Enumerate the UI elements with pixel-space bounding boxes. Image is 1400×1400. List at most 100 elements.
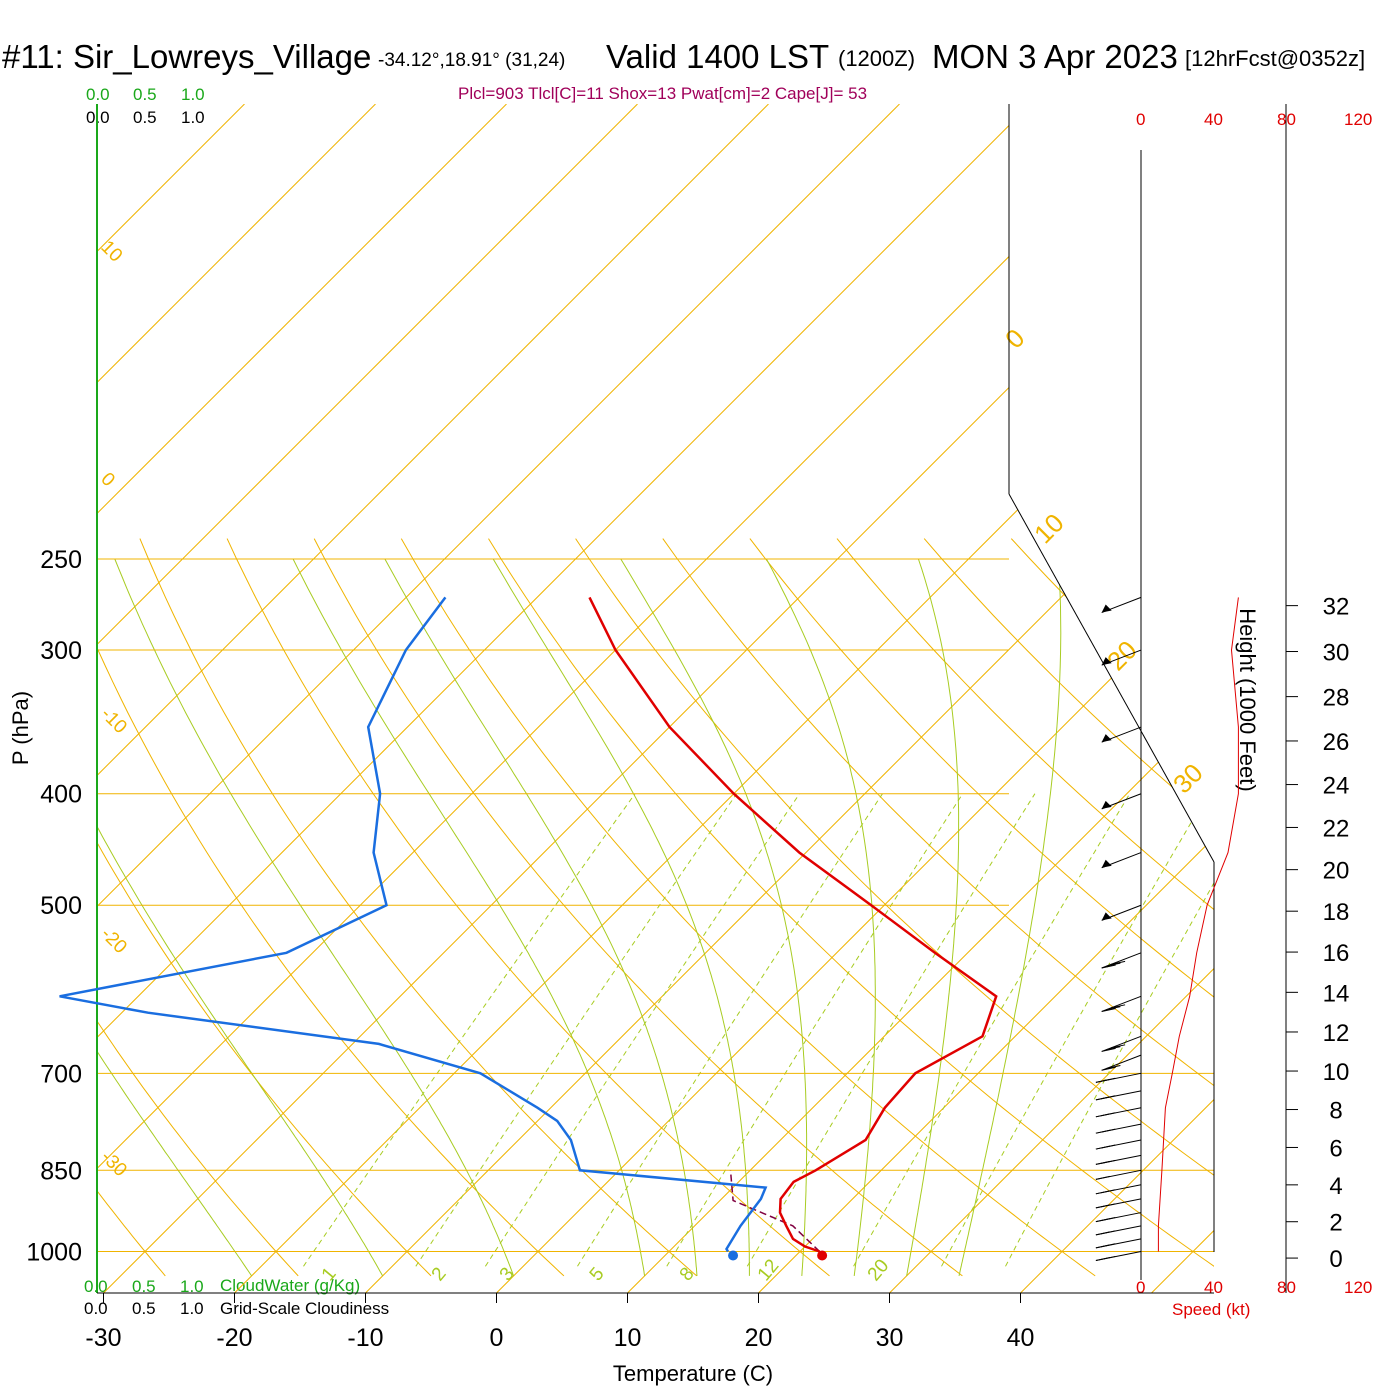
wind-barb xyxy=(1101,793,1142,810)
speed-tick-bottom: 0 xyxy=(1136,1278,1145,1297)
wind-speed-line xyxy=(1157,597,1239,1252)
barb-pennant xyxy=(1101,657,1112,666)
barb-feather xyxy=(1101,1217,1116,1221)
barb-feather xyxy=(1101,1189,1116,1194)
dry-adiabat xyxy=(488,538,1214,1277)
barb-pennant xyxy=(1101,859,1112,868)
dry-adiabat xyxy=(97,538,166,1277)
barb-feather xyxy=(1101,1095,1116,1100)
cloudiness-tick: 0.5 xyxy=(132,1299,156,1318)
wind-speed-axis: 0 40 80 120 0 40 80 120 Speed (kt) xyxy=(1136,110,1372,1319)
parcel-line xyxy=(729,1170,821,1253)
x-tick-label: -10 xyxy=(347,1324,383,1352)
isotherm-line xyxy=(97,104,1162,1293)
cloudiness-label: Grid-Scale Cloudiness xyxy=(220,1299,389,1318)
isotherm-line xyxy=(97,104,245,1293)
dry-adiabat xyxy=(97,538,565,1277)
isotherm-line xyxy=(496,104,1214,1293)
y-axis-label: P (hPa) xyxy=(8,691,33,765)
wind-barb xyxy=(1095,1225,1142,1236)
profiles xyxy=(59,596,998,1261)
dry-adiabat xyxy=(749,538,1214,1277)
moist-adiabat xyxy=(906,558,960,1277)
height-tick-label: 4 xyxy=(1329,1173,1342,1200)
dry-adiabat xyxy=(1360,539,1400,1276)
isotherm-line xyxy=(97,104,638,1293)
cloudwater-tick: 0.5 xyxy=(132,1277,156,1296)
mixing-ratio-label: 20 xyxy=(864,1256,894,1286)
x-tick-label: 40 xyxy=(1007,1324,1035,1352)
barb-feather xyxy=(1106,962,1121,967)
speed-tick-top: 0 xyxy=(1136,110,1145,129)
dry-adiabat xyxy=(662,538,1214,1277)
dry-adiabat xyxy=(400,538,1096,1277)
barb-feather xyxy=(1101,1230,1116,1235)
cloudiness-tick: 0.5 xyxy=(133,108,157,127)
barb-feather xyxy=(1101,1159,1116,1164)
forecast-label: [12hrFcst@0352z] xyxy=(1185,46,1365,71)
height-tick-label: 22 xyxy=(1323,815,1350,842)
isotherm-line xyxy=(889,104,1214,1293)
barb-feather xyxy=(1106,1006,1121,1011)
barb-feather xyxy=(1101,1007,1116,1012)
height-tick-label: 6 xyxy=(1329,1135,1342,1162)
wind-barb xyxy=(1101,995,1142,1012)
height-tick-label: 20 xyxy=(1323,858,1350,885)
dry-adiabat xyxy=(836,538,1214,1277)
barb-feather xyxy=(1111,1044,1126,1049)
isotherm-line xyxy=(97,104,376,1293)
moist-adiabat xyxy=(97,558,384,1277)
x-tick-label: 0 xyxy=(490,1324,504,1352)
isotherm-label: 0 xyxy=(999,323,1030,354)
wind-barb xyxy=(1095,1090,1142,1101)
speed-tick-top: 120 xyxy=(1344,110,1372,129)
mixing-ratio-line xyxy=(853,793,1131,1267)
barb-feather xyxy=(1101,964,1116,969)
moist-adiabat xyxy=(958,558,1062,1277)
height-tick-label: 12 xyxy=(1323,1020,1350,1047)
wind-barb xyxy=(1101,726,1142,743)
valid-date: MON 3 Apr 2023 xyxy=(932,38,1178,75)
moist-adiabat xyxy=(492,558,750,1276)
mixing-ratio-line xyxy=(415,793,738,1267)
wind-barb xyxy=(1101,1054,1142,1071)
moist-adiabat xyxy=(114,558,515,1277)
height-tick-label: 2 xyxy=(1329,1210,1342,1237)
speed-label: Speed (kt) xyxy=(1172,1300,1250,1319)
speed-tick-bottom: 120 xyxy=(1344,1278,1372,1297)
x-tick-label: 10 xyxy=(614,1324,642,1352)
height-tick-label: 32 xyxy=(1323,594,1350,621)
cloudiness-tick: 1.0 xyxy=(181,108,205,127)
x-tick-label: -30 xyxy=(85,1324,121,1352)
zulu-time: (1200Z) xyxy=(838,46,915,71)
wind-barb xyxy=(1095,1107,1142,1118)
header: #11: Sir_Lowreys_Village -34.12°,18.91° … xyxy=(2,38,1365,103)
right-frame-diag xyxy=(1008,493,1215,863)
isotherm-label: 30 xyxy=(1167,758,1209,800)
surface-temperature-dot xyxy=(817,1250,828,1261)
x-tick-label: 20 xyxy=(745,1324,773,1352)
height-tick-label: 14 xyxy=(1323,980,1350,1007)
mixing-ratio-line xyxy=(941,793,1209,1267)
dry-adiabat xyxy=(97,538,299,1277)
cloudwater-tick: 1.0 xyxy=(180,1277,204,1296)
wind-barb xyxy=(1101,904,1142,921)
barb-feather xyxy=(1101,1203,1116,1208)
wind-barb xyxy=(1095,1198,1142,1209)
moist-adiabat xyxy=(765,558,876,1276)
isotherm-line xyxy=(97,104,507,1293)
moist-adiabat xyxy=(97,558,253,1277)
plot-area xyxy=(97,104,1400,1293)
p-tick-label: 500 xyxy=(40,892,82,920)
wind-barb xyxy=(1095,1212,1142,1223)
isotherm-line xyxy=(365,104,1214,1293)
wind-panel xyxy=(1095,150,1239,1280)
barb-feather xyxy=(1101,1243,1116,1248)
valid-time: Valid 1400 LST xyxy=(606,38,829,75)
barb-pennant xyxy=(1101,912,1112,921)
barb-pennant xyxy=(1101,734,1112,743)
wind-barb xyxy=(1101,1035,1142,1052)
barb-feather xyxy=(1095,1175,1110,1180)
